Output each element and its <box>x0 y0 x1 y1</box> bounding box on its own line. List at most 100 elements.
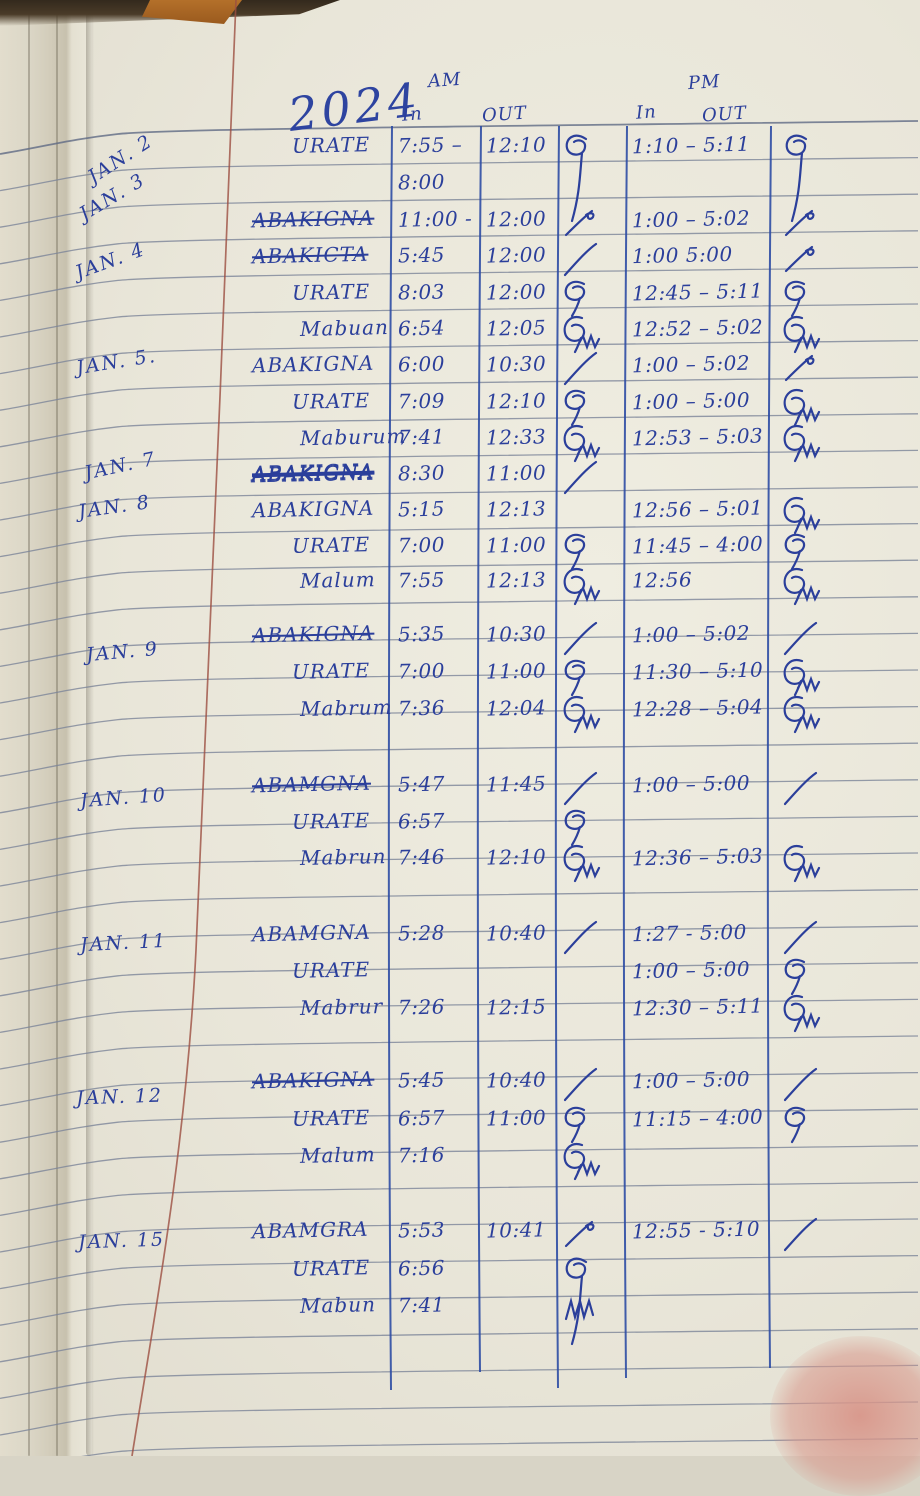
signature-slash-icon <box>563 242 598 277</box>
signature-loop-icon <box>564 280 586 318</box>
log-row: Mabrun 7:46 12:10 12:36 – 5:03 <box>0 843 920 883</box>
signature-mscrawl-icon <box>564 1296 595 1322</box>
worker-name: ABAKIGNA <box>251 620 375 648</box>
pm-time-range: 12:56 <box>631 567 693 593</box>
signature-curl-icon <box>564 1220 595 1248</box>
log-row: ABAKIGNA 5:35 10:30 1:00 – 5:02 <box>0 620 920 658</box>
log-row: Mabrum 7:36 12:04 12:28 – 5:04 <box>0 694 920 734</box>
am-in-time: 7:41 <box>397 1292 446 1318</box>
am-in-time: 7:55 – <box>397 132 463 158</box>
log-row: URATE 6:56 <box>0 1255 920 1346</box>
am-in-time: 7:00 <box>397 532 446 558</box>
signature-slash-icon <box>783 1067 818 1102</box>
worker-name: URATE <box>291 532 371 558</box>
log-row: ABAKIGNA 6:00 10:30 1:00 – 5:02 <box>0 350 920 388</box>
pm-time-range: 1:00 – 5:02 <box>631 620 751 648</box>
am-in-time: 7:00 <box>397 658 446 684</box>
signature-loop-icon <box>784 1106 806 1144</box>
pm-time-range: 12:45 – 5:11 <box>631 278 764 306</box>
worker-name: URATE <box>291 658 371 684</box>
signature-slash-icon <box>783 920 818 955</box>
am-in-time: 6:54 <box>397 315 446 341</box>
pm-time-range: 12:53 – 5:03 <box>631 423 764 451</box>
log-row: Mabuan 6:54 12:05 12:52 – 5:02 <box>0 315 920 354</box>
am-out-time: 12:00 <box>485 242 547 268</box>
signature-loopm-icon <box>563 696 601 734</box>
log-row: URATE 1:00 – 5:00 <box>0 957 920 996</box>
worker-name: URATE <box>291 957 371 983</box>
log-row: URATE 7:00 11:00 11:45 – 4:00 <box>0 532 920 571</box>
worker-name: ABAKIGNA <box>251 459 375 487</box>
am-in-time: 5:28 <box>397 920 446 946</box>
log-row: ABAKIGNA 11:00 - 12:00 1:00 – 5:02 <box>0 206 920 243</box>
signature-loop-icon <box>784 280 806 318</box>
ruled-lines-and-table-grid <box>0 0 919 1456</box>
signature-slash-icon <box>563 1067 598 1102</box>
log-row: Mabrur 7:26 12:15 12:30 – 5:11 <box>0 994 920 1033</box>
pm-time-range: 1:00 – 5:02 <box>631 350 751 378</box>
am-out-time: 12:00 <box>485 206 547 232</box>
am-in-time: 8:30 <box>397 460 446 486</box>
log-row: URATE 7:00 11:00 11:30 – 5:10 <box>0 657 920 697</box>
am-out-time: 11:00 <box>485 1105 547 1131</box>
worker-name: Mabrum <box>299 694 393 722</box>
signature-curl-icon <box>564 209 595 237</box>
signature-slash-icon <box>783 771 818 806</box>
log-row: Mabun 7:41 <box>0 1292 920 1329</box>
pm-time-range: 1:00 – 5:00 <box>631 1066 751 1094</box>
log-row: URATE 7:55 – 12:10 1:10 – 5:11 <box>0 132 920 223</box>
signature-loop-tall-icon <box>785 134 808 223</box>
signature-slash-icon <box>563 460 598 495</box>
log-row: ABAKIGNA 5:45 10:40 1:00 – 5:00 <box>0 1066 920 1104</box>
signature-curl-icon <box>784 354 815 382</box>
signature-loop-icon <box>564 659 586 697</box>
am-out-time: 12:15 <box>485 994 547 1020</box>
pm-time-range: 12:55 - 5:10 <box>631 1216 761 1244</box>
under-page-edge <box>28 0 30 1456</box>
log-row: ABAKIGNA 8:30 11:00 <box>0 459 920 497</box>
am-out-time: 12:33 <box>485 424 547 450</box>
am-header: AM <box>427 68 463 93</box>
log-row: Malum 7:55 12:13 12:56 <box>0 567 920 606</box>
signature-loop-tall-icon <box>565 134 588 223</box>
log-row: Malum 7:16 <box>0 1142 920 1181</box>
signature-loopm-icon <box>783 845 821 883</box>
signature-loopm-icon <box>783 659 821 697</box>
date-label: JAN. 11 <box>79 929 168 957</box>
signature-loopm-icon <box>563 425 601 463</box>
pm-time-range: 12:56 – 5:01 <box>631 495 764 523</box>
signature-loopm-icon <box>563 845 601 883</box>
signature-slash-icon <box>783 621 818 656</box>
worker-name: Malum <box>299 1142 376 1168</box>
pm-time-range: 12:28 – 5:04 <box>631 694 764 722</box>
log-row: ABAMGNA 5:28 10:40 1:27 - 5:00 <box>0 920 920 957</box>
worker-name: Mabrun <box>299 844 387 870</box>
signature-loop-icon <box>564 1106 586 1144</box>
am-out-time: 12:10 <box>485 388 547 414</box>
pm-time-range: 12:36 – 5:03 <box>631 843 764 871</box>
am-out-time: 12:13 <box>485 496 547 522</box>
worker-name: URATE <box>291 132 371 158</box>
worker-name: URATE <box>291 1105 371 1131</box>
am-out-time: 10:30 <box>485 621 547 647</box>
am-in-time: 11:00 - <box>397 206 473 232</box>
am-in-time: 6:57 <box>397 1105 446 1131</box>
log-row: Maburum 7:41 12:33 12:53 – 5:03 <box>0 423 920 463</box>
am-out-time: 12:04 <box>485 695 547 721</box>
am-out-time: 11:00 <box>485 460 547 486</box>
date-label: JAN. 15 <box>77 1228 166 1254</box>
worker-name: ABAKIGNA <box>251 350 375 378</box>
am-in-time: 7:55 <box>397 567 446 593</box>
am-in-time: 6:00 <box>397 351 446 377</box>
am-in-time: 5:53 <box>397 1217 446 1243</box>
signature-slash-icon <box>563 621 598 656</box>
worker-name: Mabrur <box>299 994 384 1020</box>
am-in-time: 5:45 <box>397 242 446 268</box>
log-row: URATE 6:57 <box>0 808 920 847</box>
am-out-time: 10:41 <box>485 1217 547 1243</box>
signature-loopm-icon <box>563 316 601 354</box>
am-in-time: 6:57 <box>397 808 446 834</box>
pm-time-range: 11:30 – 5:10 <box>631 657 764 685</box>
am-in-time: 5:35 <box>397 621 446 647</box>
am-out-header: OUT <box>481 102 528 127</box>
